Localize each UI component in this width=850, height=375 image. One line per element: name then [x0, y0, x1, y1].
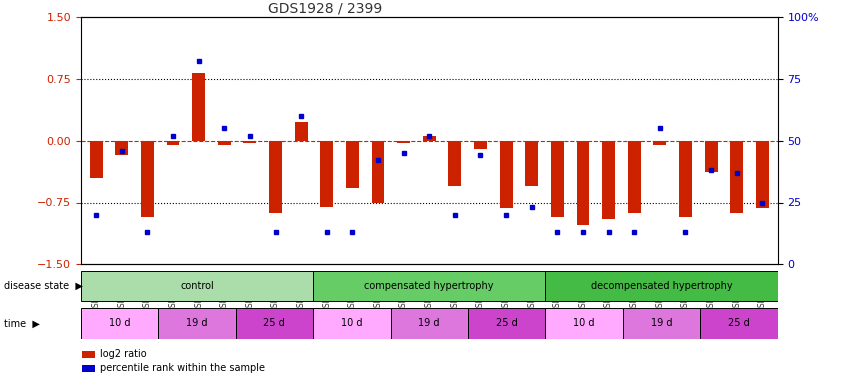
- Text: 10 d: 10 d: [574, 318, 595, 328]
- Bar: [81, 308, 158, 339]
- Text: log2 ratio: log2 ratio: [100, 349, 147, 359]
- Bar: [192, 73, 205, 141]
- Bar: [468, 308, 546, 339]
- Text: decompensated hypertrophy: decompensated hypertrophy: [591, 281, 733, 291]
- Title: GDS1928 / 2399: GDS1928 / 2399: [268, 2, 382, 16]
- Text: 10 d: 10 d: [341, 318, 363, 328]
- Bar: [449, 141, 462, 186]
- Bar: [700, 308, 778, 339]
- Bar: [390, 308, 468, 339]
- Bar: [243, 141, 257, 143]
- Bar: [158, 308, 235, 339]
- Text: 19 d: 19 d: [186, 318, 207, 328]
- Bar: [679, 141, 692, 216]
- Bar: [602, 141, 615, 219]
- Text: 19 d: 19 d: [418, 318, 440, 328]
- Bar: [320, 141, 333, 207]
- Bar: [546, 271, 778, 301]
- Text: disease state  ▶: disease state ▶: [4, 281, 83, 291]
- Bar: [90, 141, 103, 178]
- Bar: [346, 141, 359, 189]
- Bar: [269, 141, 282, 213]
- Bar: [546, 308, 623, 339]
- Bar: [551, 141, 564, 216]
- Text: 10 d: 10 d: [109, 318, 130, 328]
- Bar: [218, 141, 230, 145]
- Bar: [371, 141, 384, 202]
- Bar: [397, 141, 410, 143]
- Text: 25 d: 25 d: [264, 318, 286, 328]
- Text: percentile rank within the sample: percentile rank within the sample: [100, 363, 265, 373]
- Bar: [116, 141, 128, 156]
- Text: 25 d: 25 d: [728, 318, 750, 328]
- Bar: [313, 308, 390, 339]
- Bar: [730, 141, 743, 213]
- Bar: [167, 141, 179, 145]
- Bar: [500, 141, 513, 208]
- Text: time  ▶: time ▶: [4, 318, 40, 328]
- Bar: [525, 141, 538, 186]
- Bar: [313, 271, 546, 301]
- Bar: [623, 308, 700, 339]
- Bar: [295, 123, 308, 141]
- Bar: [82, 364, 94, 372]
- Text: 19 d: 19 d: [651, 318, 672, 328]
- Text: control: control: [180, 281, 214, 291]
- Bar: [654, 141, 666, 145]
- Bar: [756, 141, 768, 208]
- Bar: [235, 308, 313, 339]
- Bar: [705, 141, 717, 172]
- Bar: [422, 136, 436, 141]
- Bar: [474, 141, 487, 149]
- Bar: [628, 141, 641, 213]
- Bar: [576, 141, 589, 225]
- Text: compensated hypertrophy: compensated hypertrophy: [365, 281, 494, 291]
- Bar: [81, 271, 313, 301]
- Text: 25 d: 25 d: [496, 318, 518, 328]
- Bar: [141, 141, 154, 216]
- Bar: [82, 351, 94, 358]
